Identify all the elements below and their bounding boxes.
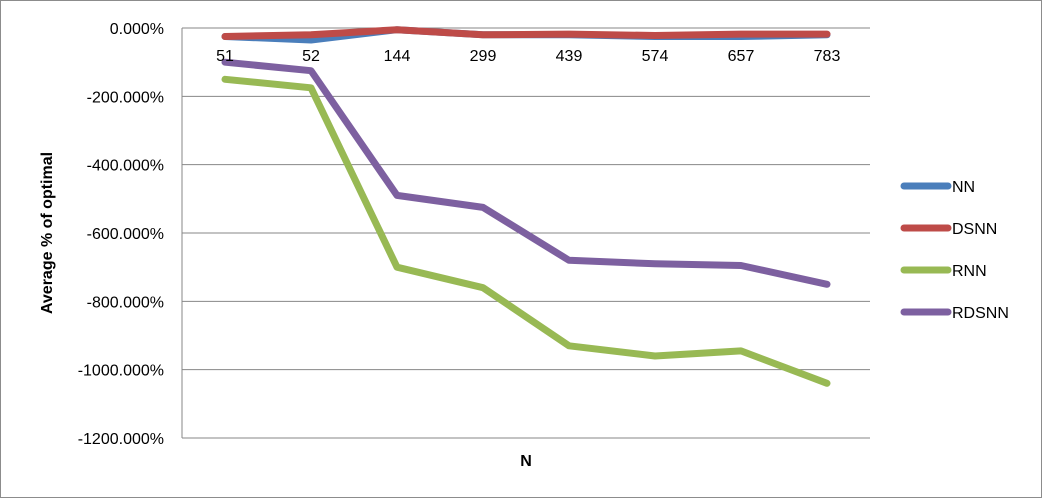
- x-tick-label: 439: [556, 48, 583, 65]
- legend: NN DSNN RNN RDSNN: [900, 179, 1009, 322]
- x-tick-label: 783: [814, 48, 841, 65]
- x-tick-label: 52: [302, 48, 320, 65]
- x-tick-label: 574: [642, 48, 669, 65]
- x-axis-title: N: [520, 453, 532, 470]
- x-tick-label: 51: [216, 48, 234, 65]
- y-tick-label: 0.000%: [110, 21, 164, 38]
- series-lines: [221, 26, 831, 387]
- x-tick-label: 299: [470, 48, 497, 65]
- legend-label-dsnn: DSNN: [952, 221, 997, 238]
- y-axis-ticks: 0.000% -200.000% -400.000% -600.000% -800.00…: [78, 21, 164, 448]
- x-tick-label: 657: [728, 48, 755, 65]
- y-tick-label: -200.000%: [87, 89, 164, 106]
- legend-label-nn: NN: [952, 179, 975, 196]
- y-tick-label: -600.000%: [87, 226, 164, 243]
- y-tick-label: -800.000%: [87, 294, 164, 311]
- y-tick-label: -1200.000%: [78, 431, 164, 448]
- series-line-dsnn: [221, 26, 831, 40]
- x-axis-ticks: 51 52 144 299 439 574 657 783: [216, 48, 840, 65]
- series-line-rdsnn: [221, 58, 831, 288]
- legend-label-rdsnn: RDSNN: [952, 305, 1009, 322]
- y-tick-label: -1000.000%: [78, 363, 164, 380]
- y-tick-label: -400.000%: [87, 158, 164, 175]
- x-tick-label: 144: [384, 48, 411, 65]
- y-axis-title: Average % of optimal: [39, 152, 56, 314]
- gridlines: [181, 27, 870, 439]
- series-line-rnn: [221, 75, 831, 387]
- legend-label-rnn: RNN: [952, 263, 987, 280]
